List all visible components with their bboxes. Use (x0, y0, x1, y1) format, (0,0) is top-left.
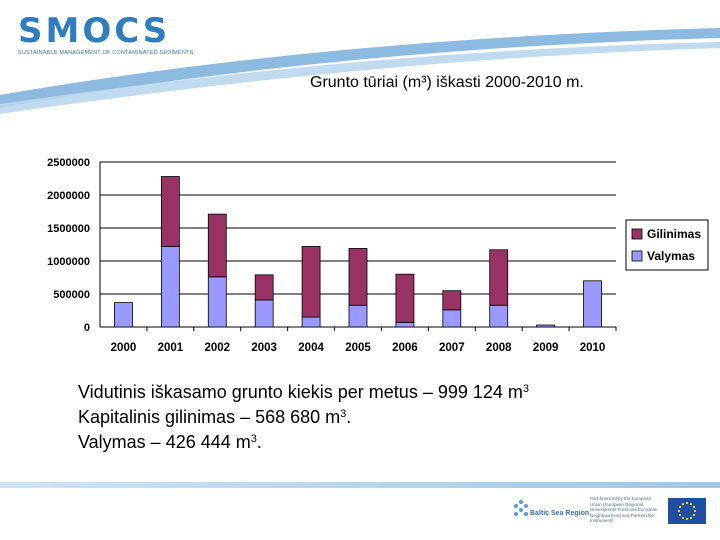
legend-swatch-valymas (631, 250, 643, 262)
bar-valymas-2002 (207, 276, 227, 328)
bar-gilinimas-2006 (395, 273, 415, 323)
summary-average: Vidutinis iškasamo grunto kiekis per met… (78, 382, 530, 402)
x-tick-label: 2003 (251, 342, 277, 354)
bar-gilinimas-2007 (442, 290, 462, 311)
x-tick-label: 2007 (439, 342, 465, 354)
y-tick-label: 0 (84, 322, 90, 334)
bar-gilinimas-2004 (301, 246, 321, 318)
bar-gilinimas-2005 (348, 248, 368, 306)
bar-gilinimas-2001 (160, 176, 180, 247)
summary-dredging: Kapitalinis gilinimas – 568 680 m3. (78, 407, 352, 427)
header-banner (0, 28, 720, 114)
cofinance-note: Part-financed by the European Union (Eur… (590, 496, 658, 523)
y-tick-label: 2500000 (47, 157, 90, 169)
bar-valymas-2008 (489, 304, 509, 328)
legend-box (625, 219, 709, 271)
x-tick-label: 2009 (533, 342, 559, 354)
x-tick-label: 2000 (111, 342, 137, 354)
logo-title: SMOCS (18, 11, 171, 51)
bar-valymas-2004 (301, 316, 321, 328)
legend-label-valymas: Valymas (647, 249, 695, 263)
chart-title: Grunto tūriai (m³) iškasti 2000-2010 m. (310, 74, 584, 91)
bar-valymas-2007 (442, 309, 462, 328)
x-tick-label: 2008 (486, 342, 512, 354)
y-tick-label: 500000 (53, 289, 90, 301)
bar-gilinimas-2008 (489, 249, 509, 306)
bar-valymas-2010 (583, 280, 602, 328)
bar-gilinimas-2003 (254, 274, 274, 301)
bar-valymas-2003 (254, 299, 274, 328)
baltic-sea-region-logo (514, 500, 528, 516)
bar-valymas-2001 (160, 246, 180, 328)
logo-subtitle: SUSTAINABLE MANAGEMENT OF CONTAMINATED S… (18, 50, 194, 56)
program-name: Baltic Sea Region (530, 510, 590, 517)
bar-valymas-2009 (536, 324, 556, 328)
y-tick-label: 1500000 (47, 223, 90, 235)
y-tick-label: 2000000 (47, 190, 90, 202)
x-tick-label: 2002 (204, 342, 230, 354)
x-tick-label: 2005 (345, 342, 371, 354)
legend-label-gilinimas: Gilinimas (647, 227, 701, 241)
eu-flag-icon (668, 498, 706, 524)
x-tick-label: 2010 (580, 342, 606, 354)
footer-divider (0, 482, 720, 488)
summary-text: Vidutinis iškasamo grunto kiekis per met… (78, 378, 529, 453)
bar-valymas-2000 (114, 302, 133, 328)
bar-valymas-2006 (395, 321, 415, 328)
x-tick-label: 2004 (298, 342, 324, 354)
bar-gilinimas-2002 (207, 213, 227, 278)
y-tick-label: 1000000 (47, 256, 90, 268)
smocs-logo: SMOCS SUSTAINABLE MANAGEMENT OF CONTAMIN… (18, 14, 193, 56)
stacked-bar-chart: 0 500000 1000000 1500000 2000000 2500000 2000 2… (47, 157, 709, 354)
x-tick-label: 2001 (158, 342, 184, 354)
legend-swatch-gilinimas (631, 228, 643, 240)
x-tick-label: 2006 (392, 342, 418, 354)
bar-valymas-2005 (348, 304, 368, 328)
summary-cleaning: Valymas – 426 444 m3. (78, 432, 262, 452)
